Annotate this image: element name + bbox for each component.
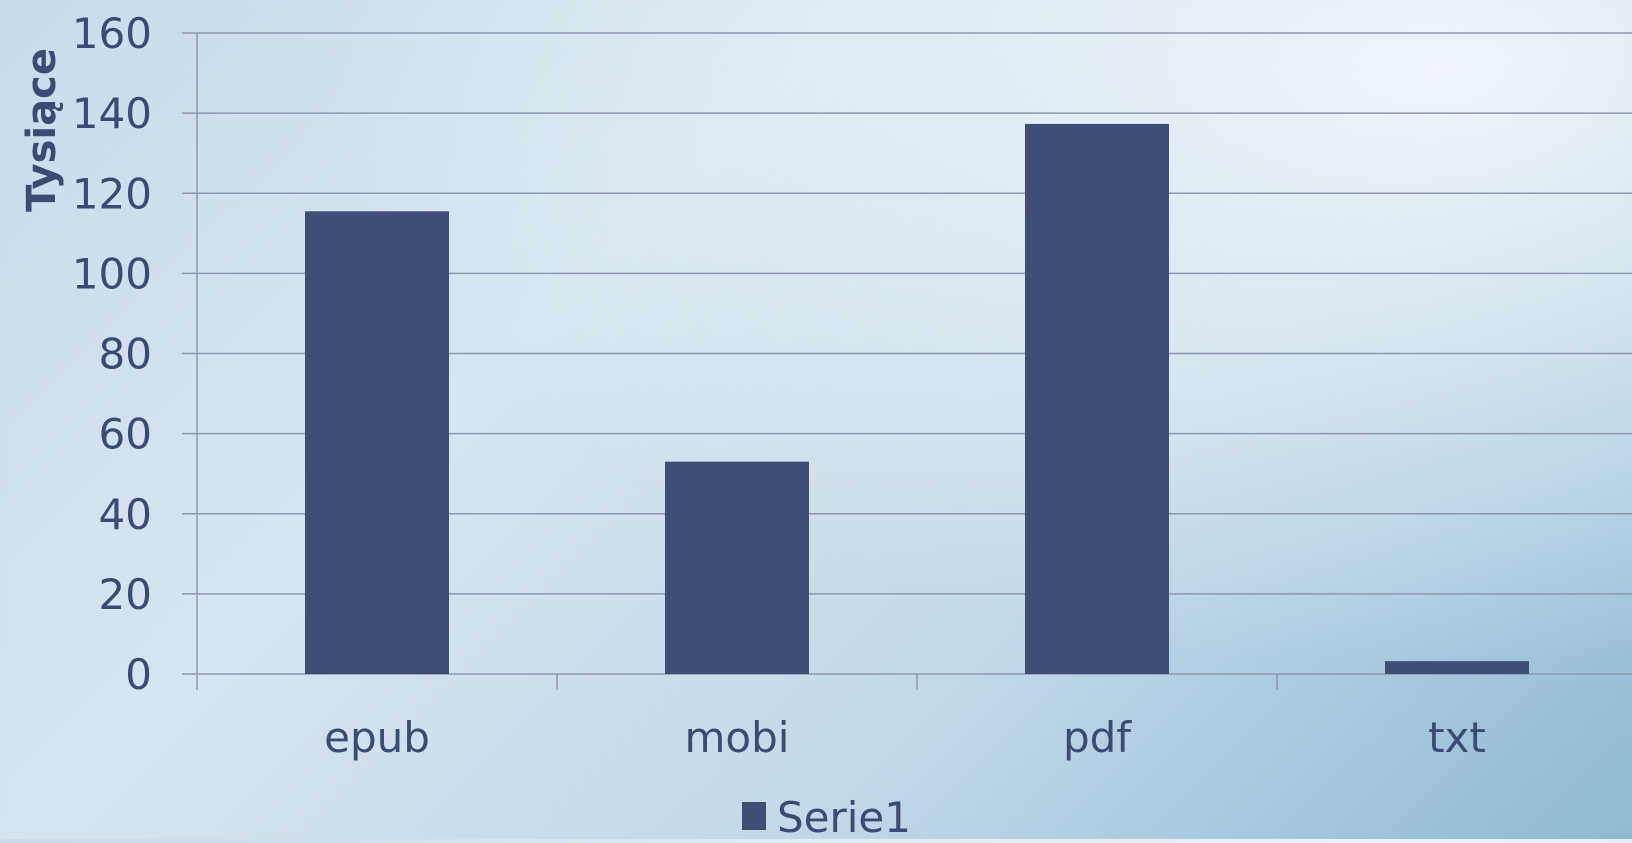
bar-pdf (1025, 123, 1169, 674)
y-tick-label: 140 (72, 89, 152, 138)
x-axis-labels: epub mobi pdf txt (324, 713, 1486, 762)
x-tick-label: txt (1428, 713, 1486, 762)
bars (305, 123, 1529, 674)
y-tick-label: 160 (72, 9, 152, 58)
y-axis-title: Tysiące (19, 48, 65, 212)
y-tick-label: 0 (125, 650, 152, 699)
y-axis-ticks: 0 20 40 60 80 100 120 140 160 (72, 9, 152, 699)
bar-epub (305, 211, 449, 674)
x-tick-label: pdf (1063, 713, 1132, 762)
bar-mobi (665, 461, 809, 674)
legend: Serie1 (742, 793, 911, 842)
legend-swatch (742, 802, 766, 830)
bar-txt (1385, 661, 1529, 674)
y-tick-label: 100 (72, 249, 152, 298)
x-tick-label: mobi (685, 713, 790, 762)
y-tick-label: 40 (99, 490, 152, 539)
legend-label-serie1: Serie1 (777, 793, 911, 839)
y-tick-label: 60 (99, 410, 152, 459)
y-tick-label: 80 (99, 330, 152, 379)
y-tick-label: 120 (72, 169, 152, 218)
y-tick-label: 20 (99, 570, 152, 619)
x-axis (196, 33, 1278, 690)
x-tick-label: epub (324, 713, 430, 762)
